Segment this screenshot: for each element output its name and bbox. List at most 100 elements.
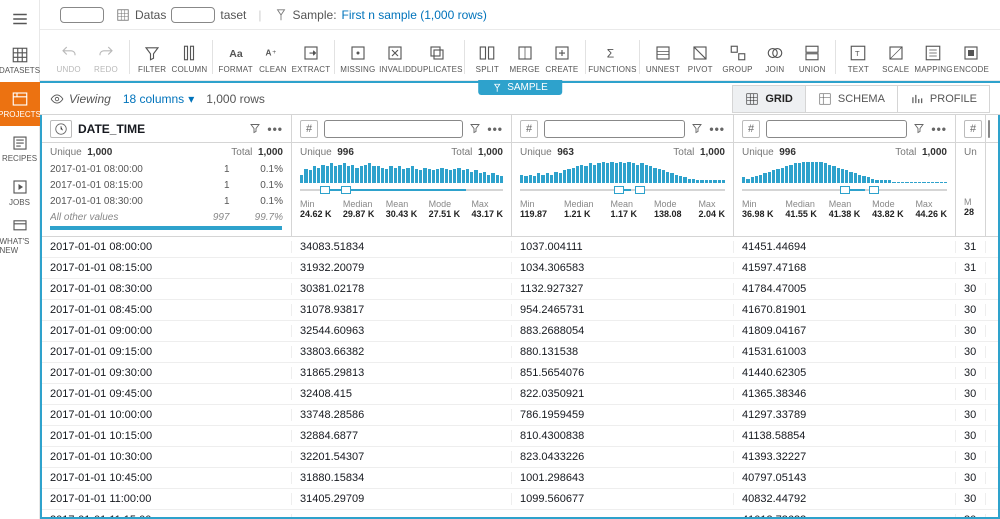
grid-icon — [745, 92, 759, 106]
eye-icon — [50, 92, 64, 106]
tool-create[interactable]: CREATE — [543, 36, 580, 74]
filter-icon[interactable] — [691, 122, 703, 134]
table-row[interactable]: 2017-01-01 09:15:0033803.66382880.131538… — [42, 342, 998, 363]
sample-tag[interactable]: SAMPLE — [478, 80, 562, 95]
range-slider[interactable] — [520, 185, 725, 195]
tool-invalid[interactable]: INVALID — [376, 36, 413, 74]
viewing-indicator: Viewing — [50, 92, 111, 106]
tool-missing[interactable]: MISSING — [339, 36, 376, 74]
tool-text[interactable]: TTEXT — [840, 36, 877, 74]
tool-undo[interactable]: UNDO — [50, 36, 87, 74]
table-row[interactable]: 2017-01-01 08:45:0031078.93817954.246573… — [42, 300, 998, 321]
tool-column[interactable]: COLUMN — [171, 36, 208, 74]
split-icon — [478, 44, 496, 62]
tool-redo[interactable]: REDO — [87, 36, 124, 74]
table-cell: 32408.415 — [292, 388, 512, 400]
table-cell: 40832.44792 — [734, 493, 956, 505]
column-name-input[interactable] — [766, 120, 907, 138]
filter-icon[interactable] — [913, 122, 925, 134]
tool-functions[interactable]: ΣFUNCTIONS — [589, 36, 635, 74]
tab-profile[interactable]: PROFILE — [898, 85, 990, 113]
sidebar-item-jobs[interactable]: JOBS — [0, 170, 40, 214]
sidebar-item-whatsnew[interactable]: WHAT'S NEW — [0, 214, 40, 258]
tool-group[interactable]: GROUP — [719, 36, 756, 74]
table-row[interactable]: 2017-01-01 10:00:0033748.28586786.195945… — [42, 405, 998, 426]
table-row[interactable]: 2017-01-01 09:30:0031865.29813851.565407… — [42, 363, 998, 384]
sample-link[interactable]: First n sample (1,000 rows) — [342, 8, 487, 22]
tool-merge[interactable]: MERGE — [506, 36, 543, 74]
sample-tag-label: SAMPLE — [507, 82, 548, 93]
tool-label: CLEAN — [259, 65, 287, 74]
tool-extract[interactable]: EXTRACT — [292, 36, 331, 74]
table-row[interactable]: 2017-01-01 11:00:0031405.297091099.56067… — [42, 489, 998, 510]
column-header[interactable]: #••• — [512, 115, 734, 142]
filter-icon[interactable] — [469, 122, 481, 134]
range-slider[interactable] — [742, 185, 947, 195]
table-row[interactable]: 2017-01-01 09:00:0032544.60963883.268805… — [42, 321, 998, 342]
rows-count: 1,000 rows — [206, 92, 265, 106]
more-icon[interactable]: ••• — [931, 122, 947, 136]
table-row[interactable]: 2017-01-01 08:00:0034083.518341037.00411… — [42, 237, 998, 258]
tool-format[interactable]: AaFORMAT — [217, 36, 254, 74]
tab-schema[interactable]: SCHEMA — [806, 85, 898, 113]
column-header[interactable]: #••• — [292, 115, 512, 142]
table-cell: 2017-01-01 08:45:00 — [42, 304, 292, 316]
tool-duplicates[interactable]: DUPLICATES — [414, 36, 460, 74]
tab-grid[interactable]: GRID — [732, 85, 806, 113]
column-name-input[interactable] — [544, 120, 685, 138]
whatsnew-icon — [11, 217, 29, 235]
table-row[interactable]: 2017-01-01 10:15:0032884.6877810.4300838… — [42, 426, 998, 447]
sidebar-item-recipes[interactable]: RECIPES — [0, 126, 40, 170]
table-row[interactable]: 2017-01-01 10:45:0031880.158341001.29864… — [42, 468, 998, 489]
column-header[interactable]: # — [956, 115, 986, 142]
chevron-down-icon: ▾ — [188, 92, 194, 106]
tool-encode[interactable]: ENCODE — [953, 36, 990, 74]
tool-filter[interactable]: FILTER — [133, 36, 170, 74]
more-icon[interactable]: ••• — [267, 122, 283, 136]
table-cell: 1037.004111 — [512, 241, 734, 253]
hamburger-button[interactable] — [0, 0, 40, 38]
range-slider[interactable] — [300, 185, 503, 195]
encode-icon — [962, 44, 980, 62]
union-icon — [803, 44, 821, 62]
tool-mapping[interactable]: MAPPING — [914, 36, 952, 74]
column-header[interactable]: #••• — [734, 115, 956, 142]
columns-count: 18 columns — [123, 92, 184, 106]
table-cell: 2017-01-01 11:00:00 — [42, 493, 292, 505]
sample-label: Sample: — [293, 8, 337, 22]
tool-pivot[interactable]: PIVOT — [682, 36, 719, 74]
sidebar-item-projects[interactable]: PROJECTS — [0, 82, 40, 126]
column-header[interactable]: DATE_TIME ••• — [42, 115, 292, 142]
tool-unnest[interactable]: UNNEST — [644, 36, 681, 74]
dataset-chip[interactable]: Datas taset — [116, 7, 246, 23]
sidebar-item-datasets[interactable]: DATASETS — [0, 38, 40, 82]
tool-clean[interactable]: A+CLEAN — [254, 36, 291, 74]
table-cell: 883.2688054 — [512, 325, 734, 337]
tool-join[interactable]: JOIN — [756, 36, 793, 74]
redacted-box — [60, 7, 104, 23]
tool-label: COLUMN — [172, 65, 208, 74]
pivot-icon — [691, 44, 709, 62]
column-name-input[interactable] — [324, 120, 463, 138]
table-cell: 41531.61003 — [734, 346, 956, 358]
more-icon[interactable]: ••• — [709, 122, 725, 136]
sample-chip[interactable]: Sample: First n sample (1,000 rows) — [274, 8, 487, 22]
column-name: DATE_TIME — [78, 122, 243, 136]
tool-label: FILTER — [138, 65, 166, 74]
tool-scale[interactable]: SCALE — [877, 36, 914, 74]
table-cell: 786.1959459 — [512, 409, 734, 421]
table-row[interactable]: 2017-01-01 09:45:0032408.415822.03509214… — [42, 384, 998, 405]
type-icon: # — [964, 120, 982, 138]
table-cell: 31 — [956, 262, 986, 274]
more-icon[interactable]: ••• — [487, 122, 503, 136]
table-row[interactable]: 2017-01-01 08:15:0031932.200791034.30658… — [42, 258, 998, 279]
table-row[interactable]: 2017-01-01 11:15:0041013.7363330 — [42, 510, 998, 517]
tool-union[interactable]: UNION — [794, 36, 831, 74]
columns-selector[interactable]: 18 columns ▾ — [123, 92, 194, 106]
tool-split[interactable]: SPLIT — [469, 36, 506, 74]
hamburger-icon — [11, 10, 29, 28]
column-name-input[interactable] — [988, 120, 990, 138]
table-row[interactable]: 2017-01-01 10:30:0032201.54307823.043322… — [42, 447, 998, 468]
table-row[interactable]: 2017-01-01 08:30:0030381.021781132.92732… — [42, 279, 998, 300]
filter-icon[interactable] — [249, 122, 261, 134]
